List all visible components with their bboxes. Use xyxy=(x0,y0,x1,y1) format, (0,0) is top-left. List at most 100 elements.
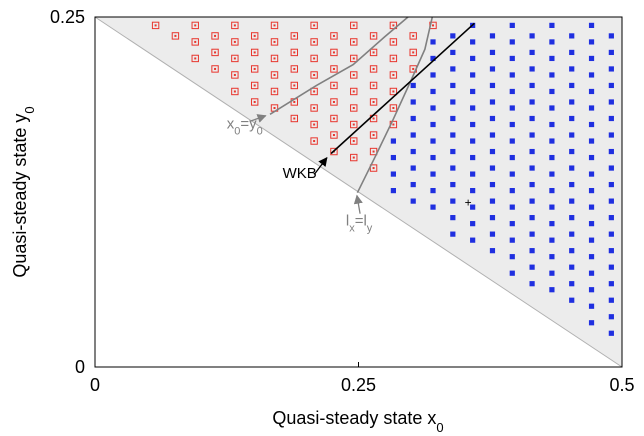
data-point-blue xyxy=(588,287,595,293)
data-point-red xyxy=(350,87,358,96)
data-point-red xyxy=(191,38,199,46)
data-point-blue xyxy=(549,105,555,111)
data-point-red-center xyxy=(233,40,236,43)
data-point-red xyxy=(409,48,417,57)
data-point-blue xyxy=(430,188,436,194)
data-point-blue xyxy=(430,39,436,45)
data-point-red-center xyxy=(253,100,256,103)
data-point-blue xyxy=(450,99,456,105)
data-point-red-center xyxy=(332,51,335,54)
data-point-blue xyxy=(489,115,496,122)
data-point-red-center xyxy=(352,24,355,27)
data-point-blue xyxy=(608,49,614,56)
data-point-blue xyxy=(509,221,515,227)
data-point-blue xyxy=(430,105,436,111)
data-point-red-center xyxy=(233,24,236,27)
data-point-blue xyxy=(489,82,496,89)
data-point-red-center xyxy=(372,84,375,87)
data-point-blue xyxy=(608,215,614,221)
data-point-red-center xyxy=(293,84,296,87)
data-point-red-center xyxy=(194,40,197,43)
annotation-arrow-lxly xyxy=(353,194,363,214)
data-point-blue xyxy=(489,181,496,188)
data-point-red-center xyxy=(372,117,375,120)
data-point-red xyxy=(369,32,378,40)
data-point-red xyxy=(369,81,378,90)
data-point-blue xyxy=(430,55,436,62)
data-point-red xyxy=(290,48,299,57)
data-point-blue xyxy=(569,198,575,204)
data-point-blue xyxy=(608,248,614,254)
data-point-red-center xyxy=(273,24,276,27)
data-point-blue xyxy=(470,154,476,161)
data-point-red-center xyxy=(432,24,435,27)
data-point-blue xyxy=(529,231,535,237)
y-tick-label: 0 xyxy=(75,357,85,377)
annotation-arrow-x0y0 xyxy=(249,114,267,123)
data-point-red xyxy=(270,54,279,63)
data-point-blue xyxy=(549,287,555,293)
data-point-blue xyxy=(430,138,436,144)
data-point-blue xyxy=(509,39,515,45)
data-point-blue xyxy=(588,88,595,95)
data-point-red xyxy=(231,71,239,79)
data-point-red xyxy=(290,81,299,90)
data-point-red xyxy=(151,21,160,30)
data-point-blue xyxy=(549,270,555,276)
annotation-lxly: lx=ly xyxy=(346,213,373,235)
data-point-blue xyxy=(509,72,515,78)
data-point-blue xyxy=(549,154,555,161)
data-point-red-center xyxy=(293,51,296,54)
data-point-red xyxy=(389,54,398,63)
data-point-blue xyxy=(529,181,535,188)
data-point-blue xyxy=(489,49,496,56)
curve-wkb xyxy=(330,22,475,155)
data-point-red-center xyxy=(194,57,197,60)
data-point-red xyxy=(350,54,358,63)
data-point-blue xyxy=(390,138,396,144)
data-point-blue xyxy=(608,297,614,303)
data-point-blue xyxy=(470,237,476,243)
data-point-blue xyxy=(509,105,515,111)
data-point-blue xyxy=(450,66,456,72)
data-point-red xyxy=(270,38,279,46)
data-point-blue xyxy=(509,88,515,95)
data-point-red-center xyxy=(392,40,395,43)
data-point-blue xyxy=(569,165,575,171)
data-point-red-center xyxy=(352,123,355,126)
data-point-blue xyxy=(470,72,476,78)
data-point-red xyxy=(330,48,338,57)
data-point-blue xyxy=(450,33,456,39)
data-point-red xyxy=(330,114,338,123)
data-point-red xyxy=(231,38,239,46)
data-point-red-center xyxy=(293,67,296,70)
data-point-blue xyxy=(569,281,575,287)
data-point-red-center xyxy=(214,34,217,37)
data-point-blue xyxy=(430,72,436,78)
data-point-red-center xyxy=(313,40,316,43)
data-point-red-center xyxy=(352,90,355,93)
data-point-blue xyxy=(390,171,396,177)
data-point-blue xyxy=(608,330,614,336)
data-point-red-center xyxy=(313,123,316,126)
data-point-blue xyxy=(588,55,595,62)
data-point-blue xyxy=(470,171,476,177)
data-point-red-center xyxy=(372,167,375,170)
data-point-red xyxy=(231,87,239,96)
data-point-blue xyxy=(608,132,614,138)
data-point-blue xyxy=(569,115,575,122)
data-point-red xyxy=(409,32,417,40)
data-point-red xyxy=(250,48,259,57)
data-point-red-center xyxy=(313,24,316,27)
data-point-blue xyxy=(549,188,555,194)
data-point-blue xyxy=(410,198,416,204)
data-point-red-center xyxy=(392,57,395,60)
data-point-red xyxy=(330,65,338,73)
data-point-blue xyxy=(588,188,595,194)
data-point-blue xyxy=(509,204,515,210)
data-point-red xyxy=(350,153,358,162)
data-point-red-center xyxy=(313,140,316,143)
data-point-blue xyxy=(470,138,476,144)
curve-lx-ly xyxy=(356,16,434,194)
data-point-blue xyxy=(588,22,595,28)
